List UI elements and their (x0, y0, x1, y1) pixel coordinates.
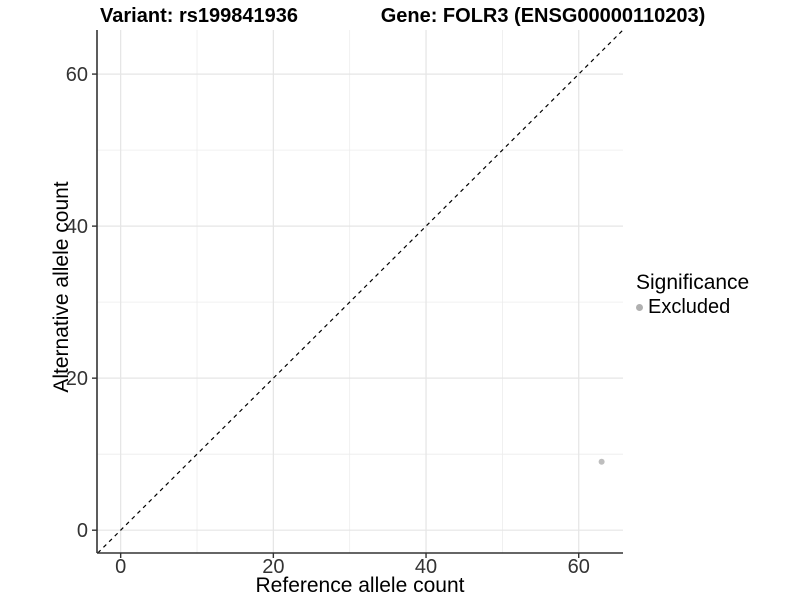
x-tick-label: 20 (262, 556, 284, 578)
legend-title: Significance (636, 271, 750, 294)
y-tick-label: 40 (66, 216, 88, 238)
y-tick-label: 0 (77, 520, 88, 542)
x-tick-label: 60 (568, 556, 590, 578)
x-tick-label: 40 (415, 556, 437, 578)
legend: Significance Excluded (636, 271, 749, 319)
y-tick-label: 60 (66, 64, 88, 86)
legend-item-excluded: Excluded (636, 296, 749, 319)
y-axis-title: Alternative allele count (50, 181, 73, 393)
data-point (598, 458, 605, 465)
legend-point-icon (636, 304, 643, 312)
legend-item-label: Excluded (648, 296, 731, 319)
identity-line (97, 29, 624, 554)
plot-title-gene: Gene: FOLR3 (ENSG00000110203) (380, 5, 706, 27)
y-tick-label: 20 (66, 368, 88, 390)
x-tick-label: 0 (115, 556, 126, 578)
x-axis-title: Reference allele count (255, 574, 465, 597)
plot-title-variant: Variant: rs199841936 (100, 5, 298, 27)
